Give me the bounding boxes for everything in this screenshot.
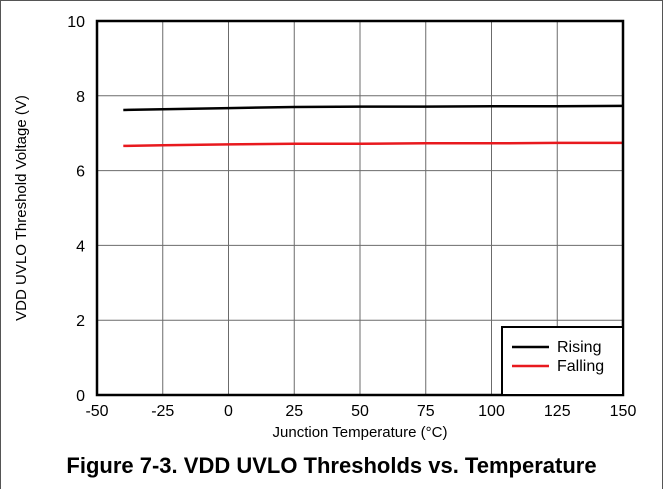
x-tick-label: -50 [85, 403, 108, 420]
x-tick-label: 150 [610, 403, 637, 420]
legend-label-rising: Rising [557, 339, 601, 356]
y-tick-label: 2 [76, 313, 85, 330]
x-tick-label: 75 [417, 403, 435, 420]
series-lines [123, 104, 624, 148]
series-line-rising [123, 104, 624, 112]
x-axis-label: Junction Temperature (°C) [273, 424, 448, 441]
series-line-falling [123, 141, 623, 148]
chart: 0 2 4 6 8 10 -50 -25 0 25 50 75 100 125 150 Junction … [13, 14, 636, 441]
x-tick-label: 100 [478, 403, 505, 420]
x-tick-label: 125 [544, 403, 571, 420]
y-axis-label: VDD UVLO Threshold Voltage (V) [13, 95, 30, 321]
y-tick-label: 4 [76, 238, 85, 255]
x-tick-label: 50 [351, 403, 369, 420]
legend-box [501, 326, 624, 396]
x-tick-label: -25 [151, 403, 174, 420]
legend-label-falling: Falling [557, 358, 604, 375]
legend: Rising Falling [501, 326, 624, 396]
figure-caption: Figure 7-3. VDD UVLO Thresholds vs. Temp… [66, 453, 597, 478]
y-tick-label: 0 [76, 388, 85, 405]
y-tick-label: 6 [76, 164, 85, 181]
plot-area [95, 19, 625, 397]
x-tick-label: 0 [224, 403, 233, 420]
y-axis-tick-labels: 0 2 4 6 8 10 [67, 14, 85, 405]
y-tick-label: 10 [67, 14, 85, 31]
x-tick-label: 25 [285, 403, 303, 420]
x-axis-tick-labels: -50 -25 0 25 50 75 100 125 150 [85, 403, 636, 420]
y-tick-label: 8 [76, 89, 85, 106]
